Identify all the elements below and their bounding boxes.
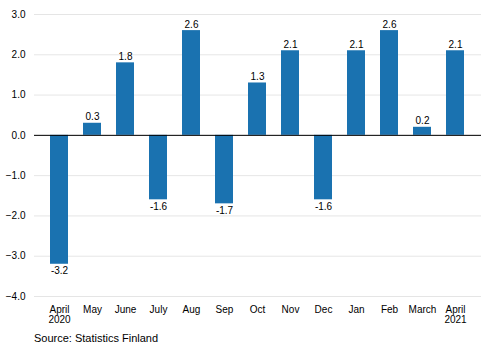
svg-text:Oct: Oct xyxy=(250,304,266,315)
svg-text:−4.0: −4.0 xyxy=(6,291,26,302)
svg-text:1.0: 1.0 xyxy=(12,89,26,100)
svg-text:−1.0: −1.0 xyxy=(6,170,26,181)
svg-text:2.1: 2.1 xyxy=(350,39,364,50)
svg-text:Feb: Feb xyxy=(381,304,399,315)
svg-text:May: May xyxy=(83,304,102,315)
svg-text:April2021: April2021 xyxy=(444,304,467,325)
svg-text:2.6: 2.6 xyxy=(185,19,199,30)
svg-text:-3.2: -3.2 xyxy=(51,265,69,276)
svg-text:Aug: Aug xyxy=(183,304,201,315)
svg-text:2.6: 2.6 xyxy=(383,19,397,30)
svg-text:2.0: 2.0 xyxy=(12,49,26,60)
svg-text:0.0: 0.0 xyxy=(12,130,26,141)
svg-text:2.1: 2.1 xyxy=(449,39,463,50)
svg-text:1.3: 1.3 xyxy=(251,71,265,82)
svg-text:-1.6: -1.6 xyxy=(315,201,333,212)
svg-text:Jan: Jan xyxy=(348,304,364,315)
svg-text:-1.6: -1.6 xyxy=(150,201,168,212)
svg-text:Sep: Sep xyxy=(216,304,234,315)
svg-text:Dec: Dec xyxy=(315,304,333,315)
svg-text:Nov: Nov xyxy=(282,304,300,315)
svg-text:March: March xyxy=(409,304,437,315)
svg-text:2.1: 2.1 xyxy=(284,39,298,50)
svg-text:June: June xyxy=(115,304,137,315)
svg-text:−3.0: −3.0 xyxy=(6,250,26,261)
svg-text:-1.7: -1.7 xyxy=(216,205,234,216)
svg-text:April2020: April2020 xyxy=(48,304,71,325)
svg-text:−2.0: −2.0 xyxy=(6,210,26,221)
svg-text:3.0: 3.0 xyxy=(12,9,26,20)
svg-text:1.8: 1.8 xyxy=(119,51,133,62)
html-text:Source: Statistics Finland: Source: Statistics Finland xyxy=(34,332,159,344)
svg-text:0.3: 0.3 xyxy=(86,111,100,122)
svg-text:0.2: 0.2 xyxy=(416,115,430,126)
svg-text:July: July xyxy=(150,304,168,315)
